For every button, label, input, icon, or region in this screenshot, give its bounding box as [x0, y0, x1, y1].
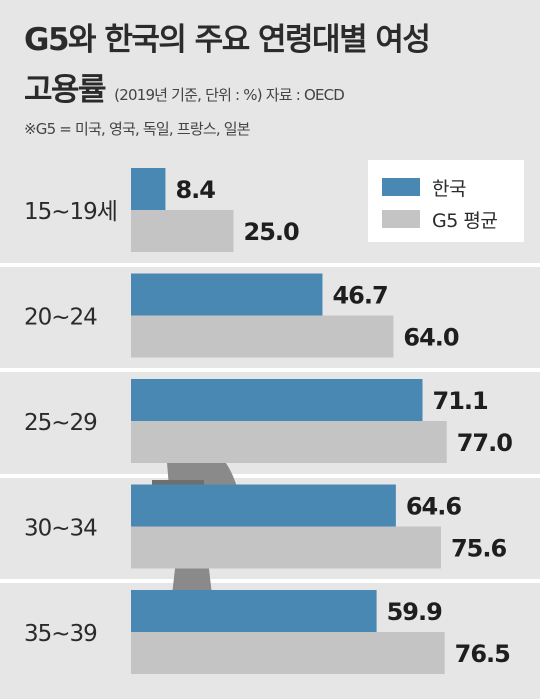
bar-g5-0: [131, 210, 234, 252]
category-label-2: 25~29: [24, 410, 97, 436]
bars-layer: [131, 168, 447, 674]
category-label-4: 35~39: [24, 621, 97, 647]
value-label-korea-2: 71.1: [433, 387, 489, 415]
value-label-korea-1: 46.7: [332, 282, 387, 310]
value-label-g5-3: 75.6: [451, 535, 507, 563]
bar-g5-2: [131, 421, 447, 463]
legend-item-g5: G5 평균: [382, 206, 498, 232]
bar-g5-3: [131, 526, 441, 569]
row-divider: [0, 579, 540, 583]
bar-g5-1: [131, 315, 394, 358]
legend-swatch-g5: [382, 210, 420, 228]
chart-title-line2: 고용률: [24, 72, 107, 108]
category-label-0: 15~19세: [24, 199, 117, 225]
bar-korea-2: [131, 379, 423, 421]
bar-korea-4: [131, 590, 377, 632]
value-label-g5-0: 25.0: [244, 218, 300, 246]
legend-swatch-korea: [382, 178, 420, 196]
row-divider: [0, 474, 540, 478]
value-label-korea-0: 8.4: [175, 176, 215, 204]
legend-item-korea: 한국: [382, 174, 466, 200]
chart-note: ※G5 = 미국, 영국, 독일, 프랑스, 일본: [24, 120, 251, 138]
bar-korea-1: [131, 273, 323, 316]
value-labels: 8.4 25.0 46.7 64.0 71.1 77.0 64.6 75.6 59.9 76.5: [175, 176, 513, 668]
value-label-korea-3: 64.6: [406, 493, 462, 521]
legend: 한국 G5 평균: [368, 160, 524, 242]
chart-title-line1: G5와 한국의 주요 연령대별 여성: [24, 22, 431, 58]
value-label-korea-4: 59.9: [387, 598, 443, 626]
category-label-1: 20~24: [24, 305, 97, 331]
legend-label-g5: G5 평균: [432, 209, 498, 232]
value-label-g5-2: 77.0: [457, 429, 513, 457]
bar-korea-0: [131, 168, 166, 210]
category-label-3: 30~34: [24, 516, 97, 542]
value-label-g5-1: 64.0: [403, 324, 459, 352]
legend-label-korea: 한국: [432, 177, 466, 200]
category-labels: 15~19세 20~24 25~29 30~34 35~39: [24, 199, 118, 647]
row-divider: [0, 368, 540, 372]
bar-g5-4: [131, 632, 445, 674]
bar-korea-3: [131, 484, 396, 527]
value-label-g5-4: 76.5: [455, 640, 511, 668]
title-row: 고용률 (2019년 기준, 단위 : %) 자료 : OECD: [24, 64, 345, 109]
chart-subtitle: (2019년 기준, 단위 : %) 자료 : OECD: [114, 86, 345, 104]
row-divider: [0, 263, 540, 267]
